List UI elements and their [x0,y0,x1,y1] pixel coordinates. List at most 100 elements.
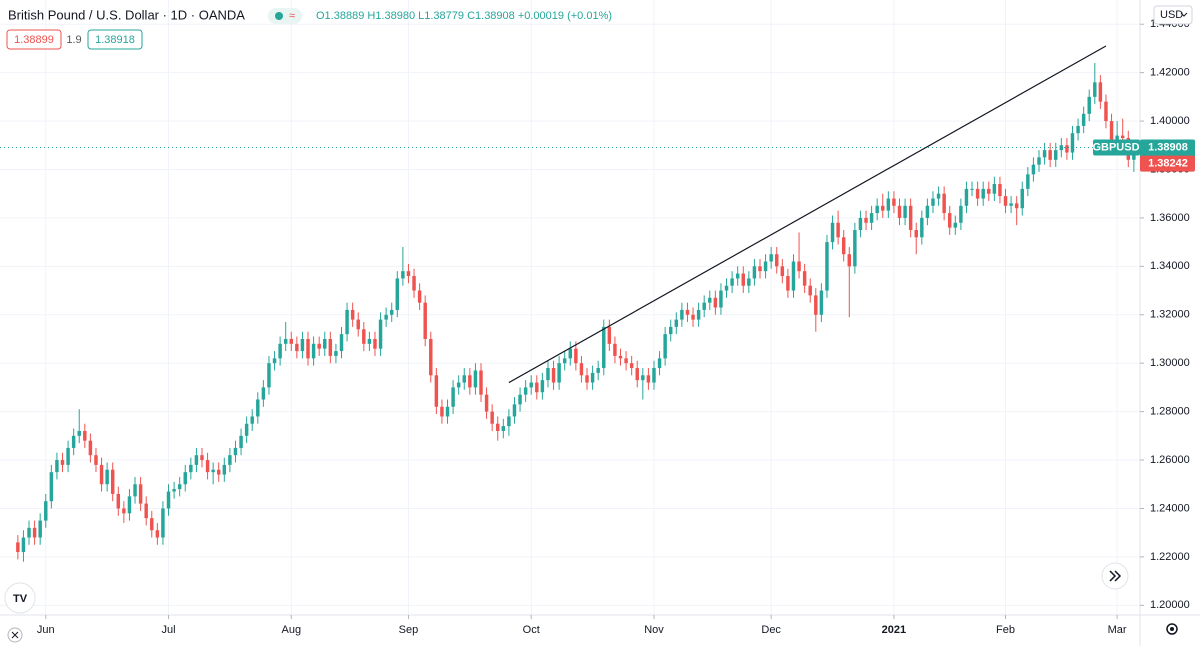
candle-body [116,493,121,509]
candle-body [345,309,349,335]
plot-area [0,45,1140,562]
sell-box[interactable] [6,29,62,50]
candle-body [562,358,567,364]
candle-body [942,193,946,214]
candle-body [1087,96,1091,114]
currency-button[interactable] [1153,5,1193,25]
candle-body [356,319,360,330]
candle-body [1104,101,1108,122]
candle-body [501,426,506,431]
trend-line [508,45,1107,384]
candle-body [529,382,533,388]
candle-body [535,382,539,393]
svg-text:TV: TV [13,593,28,605]
candle-body [362,329,366,344]
candle-body [585,375,589,383]
candle-body [71,435,76,448]
candle-body [1003,196,1008,206]
candle-body [77,430,81,436]
candle-body [869,213,874,223]
candle-body [713,297,718,308]
symbol-tag-label: GBPUSD [1092,141,1139,153]
candle-body [283,338,288,344]
candle-body [256,399,260,417]
x-tick-label: Sep [399,624,419,636]
candle-body [60,460,65,465]
candle-body [708,297,712,303]
candle-body [350,309,355,320]
candle-body [484,394,489,412]
candle-body [908,205,913,231]
candle-body [512,404,517,417]
candle-body [122,508,126,514]
candle-body [853,230,857,267]
candle-body [38,520,42,538]
candle-body [881,205,885,211]
candle-body [1070,133,1075,153]
candle-body [1014,203,1019,209]
candle-body [920,217,924,238]
candle-body [1031,164,1036,175]
scroll-right-button[interactable] [1101,562,1129,590]
symbol-title: British Pound / U.S. Dollar · 1D · OANDA [8,7,245,22]
y-tick-label: 1.36000 [1150,212,1190,224]
candle-body [367,338,372,344]
candle-body [16,542,20,553]
currency-arrow [1180,12,1188,17]
candle-body [88,440,93,456]
candle-body [183,472,187,485]
candle-body [797,261,801,272]
close-button[interactable] [7,627,23,643]
candle-body [378,319,383,349]
candle-body [144,503,148,519]
candle-body [507,416,511,427]
candle-body [858,217,863,231]
x-tick-label: Aug [281,624,301,636]
candle-body [239,435,243,448]
candle-body [618,355,623,359]
candle-body [1120,135,1125,139]
candle-body [133,484,137,497]
candle-body [947,213,952,228]
symbol-tag [1093,139,1140,156]
candle-body [300,338,305,352]
candle-body [551,368,556,383]
candle-body [802,271,807,286]
candle-body [389,309,394,315]
candle-body [624,358,628,364]
candle-body [981,188,985,199]
candle-body [875,205,879,214]
candle-body [825,242,829,291]
candle-body [289,338,294,344]
candle-body [1093,82,1097,97]
candle-body [1042,150,1047,158]
candle-body [936,193,941,199]
candle-body [244,423,249,436]
candle-body [691,314,695,320]
buy-box[interactable] [87,29,143,50]
candle-body [1059,145,1064,151]
candle-body [841,237,846,255]
candle-body [970,188,974,190]
candle-body [412,276,416,291]
candle-body [83,430,87,441]
candle-body [668,326,673,335]
candle-body [401,271,405,279]
candle-body [21,537,26,553]
candle-body [735,273,740,279]
y-tick-label: 1.30000 [1150,357,1190,369]
tv-logo: TV [4,582,36,614]
status-toggle[interactable] [268,8,302,24]
spread: 1.9 [66,34,81,46]
candle-body [110,469,115,494]
ohlc-values: O1.38889 H1.38980 L1.38779 C1.38908 +0.0… [316,10,612,22]
x-tick-label: Jul [161,624,175,636]
candle-body [674,319,679,327]
candle-body [629,363,634,369]
x-tick-label: 2021 [882,624,906,636]
candle-body [518,394,522,405]
candle-body [814,295,818,315]
candle-body [462,375,466,383]
settings-button[interactable] [1166,623,1178,635]
candle-body [211,469,215,473]
